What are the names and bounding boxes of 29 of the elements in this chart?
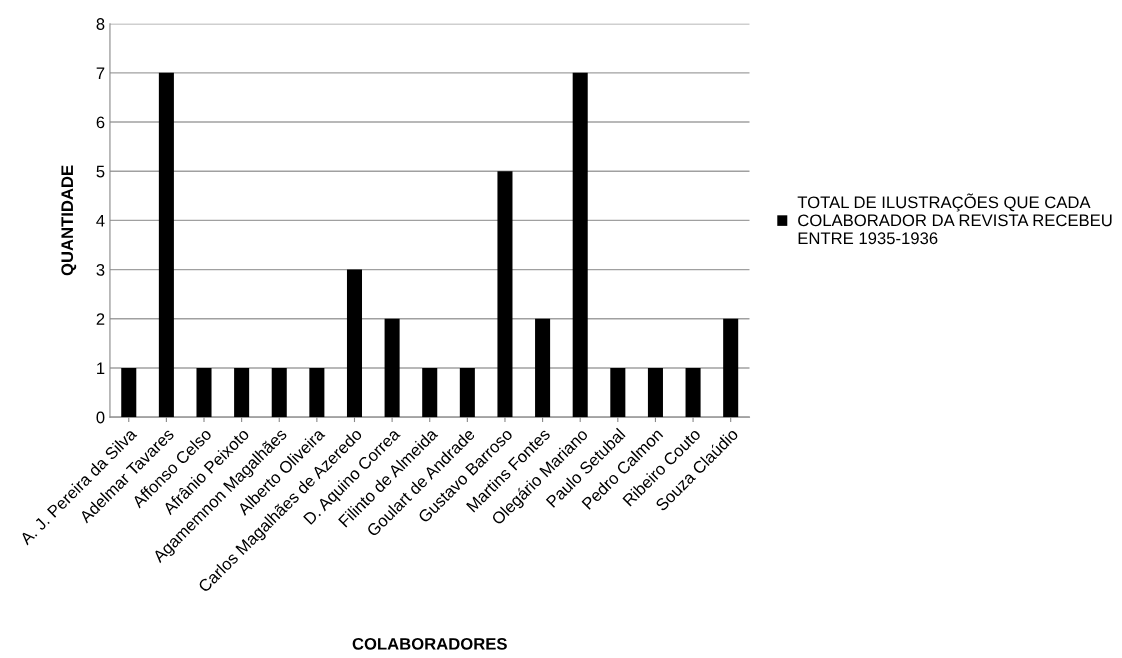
y-tick-label: 5 xyxy=(96,165,105,178)
bar xyxy=(459,367,475,418)
bar xyxy=(572,72,588,418)
bar xyxy=(309,367,325,418)
y-tick-label: 0 xyxy=(96,411,105,424)
bar xyxy=(685,367,701,418)
y-tick-label: 2 xyxy=(96,313,105,325)
y-tick-label: 4 xyxy=(96,215,105,227)
bar xyxy=(647,367,663,418)
bar xyxy=(497,171,513,418)
bar xyxy=(422,367,438,418)
bar xyxy=(610,367,626,418)
y-axis-title: QUANTIDADE xyxy=(61,165,77,276)
bar xyxy=(158,72,174,418)
bar xyxy=(384,318,400,418)
x-axis-title: COLABORADORES xyxy=(352,637,507,650)
bar xyxy=(196,367,212,418)
legend-label: TOTAL DE ILUSTRAÇÕES QUE CADA COLABORADOR DA REVISTA RECEBEU ENTRE 1935-1936 xyxy=(797,193,1112,245)
bar xyxy=(271,367,287,418)
bar xyxy=(346,269,363,418)
bar xyxy=(535,318,551,418)
bar xyxy=(234,367,250,418)
y-tick-label: 6 xyxy=(96,116,105,129)
y-tick-label: 1 xyxy=(97,362,105,375)
bar xyxy=(121,367,137,418)
bar xyxy=(723,318,739,418)
y-tick-label: 8 xyxy=(96,18,105,30)
y-tick-label: 7 xyxy=(96,67,105,79)
y-tick-label: 3 xyxy=(96,264,105,276)
